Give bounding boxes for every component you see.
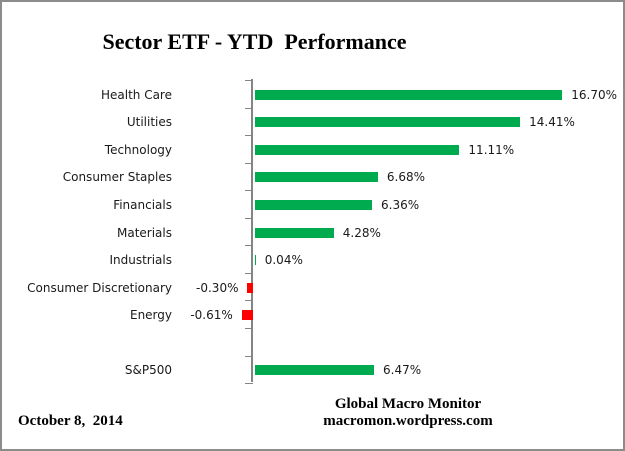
axis-tick: [245, 383, 253, 385]
chart-row-consumer-staples: Consumer Staples 6.68%: [2, 164, 623, 192]
chart-row-blank: [2, 329, 623, 357]
axis-tick: [245, 190, 253, 192]
category-label-utilities: Utilities: [126, 115, 172, 130]
value-label-consumer-discretionary: -0.30%: [196, 280, 239, 295]
value-label-s-p500: 6.47%: [383, 363, 422, 378]
category-label-s-p500: S&P500: [124, 363, 172, 378]
category-label-materials: Materials: [116, 225, 172, 240]
bar-technology: [255, 144, 460, 155]
chart-row-utilities: Utilities 14.41%: [2, 109, 623, 137]
bar-consumer-discretionary: [247, 282, 253, 293]
bar-industrials: [255, 255, 256, 266]
category-label-consumer-discretionary: Consumer Discretionary: [27, 280, 172, 295]
bar-materials: [255, 227, 334, 238]
axis-tick: [245, 217, 253, 219]
axis-tick: [245, 162, 253, 164]
value-label-consumer-staples: 6.68%: [386, 170, 426, 185]
category-label-industrials: Industrials: [109, 253, 172, 268]
brand-block: Global Macro Monitor macromon.wordpress.…: [302, 396, 514, 430]
chart-row-materials: Materials 4.28%: [2, 219, 623, 247]
chart-row-consumer-discretionary: Consumer Discretionary -0.30%: [2, 274, 623, 302]
brand-url: macromon.wordpress.com: [323, 413, 493, 429]
chart-row-technology: Technology 11.11%: [2, 136, 623, 164]
category-label-blank: [2, 329, 172, 357]
bar-financials: [255, 199, 373, 210]
category-label-consumer-staples: Consumer Staples: [62, 170, 172, 185]
bar-s-p500: [255, 365, 375, 376]
category-label-technology: Technology: [104, 142, 172, 157]
bar-utilities: [255, 117, 521, 128]
axis-tick: [245, 300, 253, 302]
axis-tick: [245, 327, 253, 329]
value-label-utilities: 14.41%: [529, 115, 575, 130]
chart-row-financials: Financials 6.36%: [2, 191, 623, 219]
axis-tick: [245, 135, 253, 137]
chart-row-health-care: Health Care 16.70%: [2, 81, 623, 109]
axis-tick: [245, 245, 253, 247]
value-label-financials: 6.36%: [381, 197, 420, 212]
bar-consumer-staples: [255, 172, 378, 183]
bar-energy: [241, 310, 253, 321]
axis-tick: [245, 355, 253, 357]
chart-row-s-p500: S&P500 6.47%: [2, 357, 623, 385]
value-label-health-care: 16.70%: [571, 87, 618, 102]
chart-row-energy: Energy -0.61%: [2, 301, 623, 329]
value-label-industrials: 0.04%: [264, 253, 303, 268]
footer-date: October 8, 2014: [18, 413, 123, 429]
axis-tick: [245, 107, 253, 109]
category-label-energy: Energy: [129, 308, 172, 323]
category-axis-line: [251, 79, 253, 382]
chart-title: Sector ETF - YTD Performance: [102, 29, 407, 54]
value-label-technology: 11.11%: [468, 142, 515, 157]
axis-tick: [245, 272, 253, 274]
value-label-energy: -0.61%: [190, 308, 233, 323]
axis-tick: [245, 80, 253, 81]
chart-row-industrials: Industrials 0.04%: [2, 246, 623, 274]
category-label-financials: Financials: [113, 197, 172, 212]
category-label-health-care: Health Care: [100, 87, 172, 102]
brand-name: Global Macro Monitor: [334, 396, 482, 412]
value-label-materials: 4.28%: [342, 225, 381, 240]
bar-health-care: [255, 89, 563, 100]
